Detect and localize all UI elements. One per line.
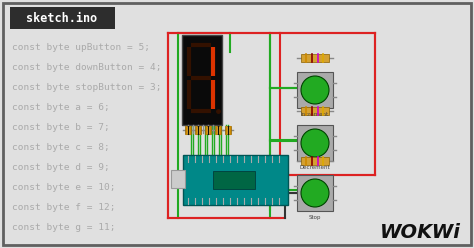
Circle shape <box>301 76 329 104</box>
Bar <box>195 126 201 134</box>
Bar <box>301 107 329 115</box>
Text: WOKWi: WOKWi <box>380 222 460 242</box>
Bar <box>183 155 288 205</box>
Bar <box>297 175 333 211</box>
Bar <box>182 35 222 125</box>
Text: Decrement: Decrement <box>300 165 330 170</box>
Circle shape <box>301 129 329 157</box>
Text: sketch.ino: sketch.ino <box>27 12 98 26</box>
Bar <box>185 126 191 134</box>
Bar <box>215 126 221 134</box>
Bar <box>297 72 333 108</box>
Text: Increment: Increment <box>301 112 329 117</box>
Text: const byte d = 9;: const byte d = 9; <box>12 163 110 172</box>
Text: const byte a = 6;: const byte a = 6; <box>12 103 110 112</box>
Bar <box>171 170 185 188</box>
Bar <box>301 157 329 165</box>
Text: const byte upButton = 5;: const byte upButton = 5; <box>12 43 150 52</box>
Bar <box>205 126 211 134</box>
Bar <box>297 125 333 161</box>
Text: const byte f = 12;: const byte f = 12; <box>12 203 116 212</box>
Bar <box>213 171 255 189</box>
Bar <box>301 54 329 62</box>
Bar <box>10 7 115 29</box>
Text: const byte c = 8;: const byte c = 8; <box>12 143 110 152</box>
Text: const byte g = 11;: const byte g = 11; <box>12 223 116 232</box>
Text: const byte e = 10;: const byte e = 10; <box>12 183 116 192</box>
Text: Stop: Stop <box>309 215 321 220</box>
Text: const byte b = 7;: const byte b = 7; <box>12 123 110 132</box>
Circle shape <box>301 179 329 207</box>
Text: const byte downButton = 4;: const byte downButton = 4; <box>12 63 162 72</box>
Text: const byte stopButton = 3;: const byte stopButton = 3; <box>12 83 162 92</box>
Bar <box>225 126 231 134</box>
